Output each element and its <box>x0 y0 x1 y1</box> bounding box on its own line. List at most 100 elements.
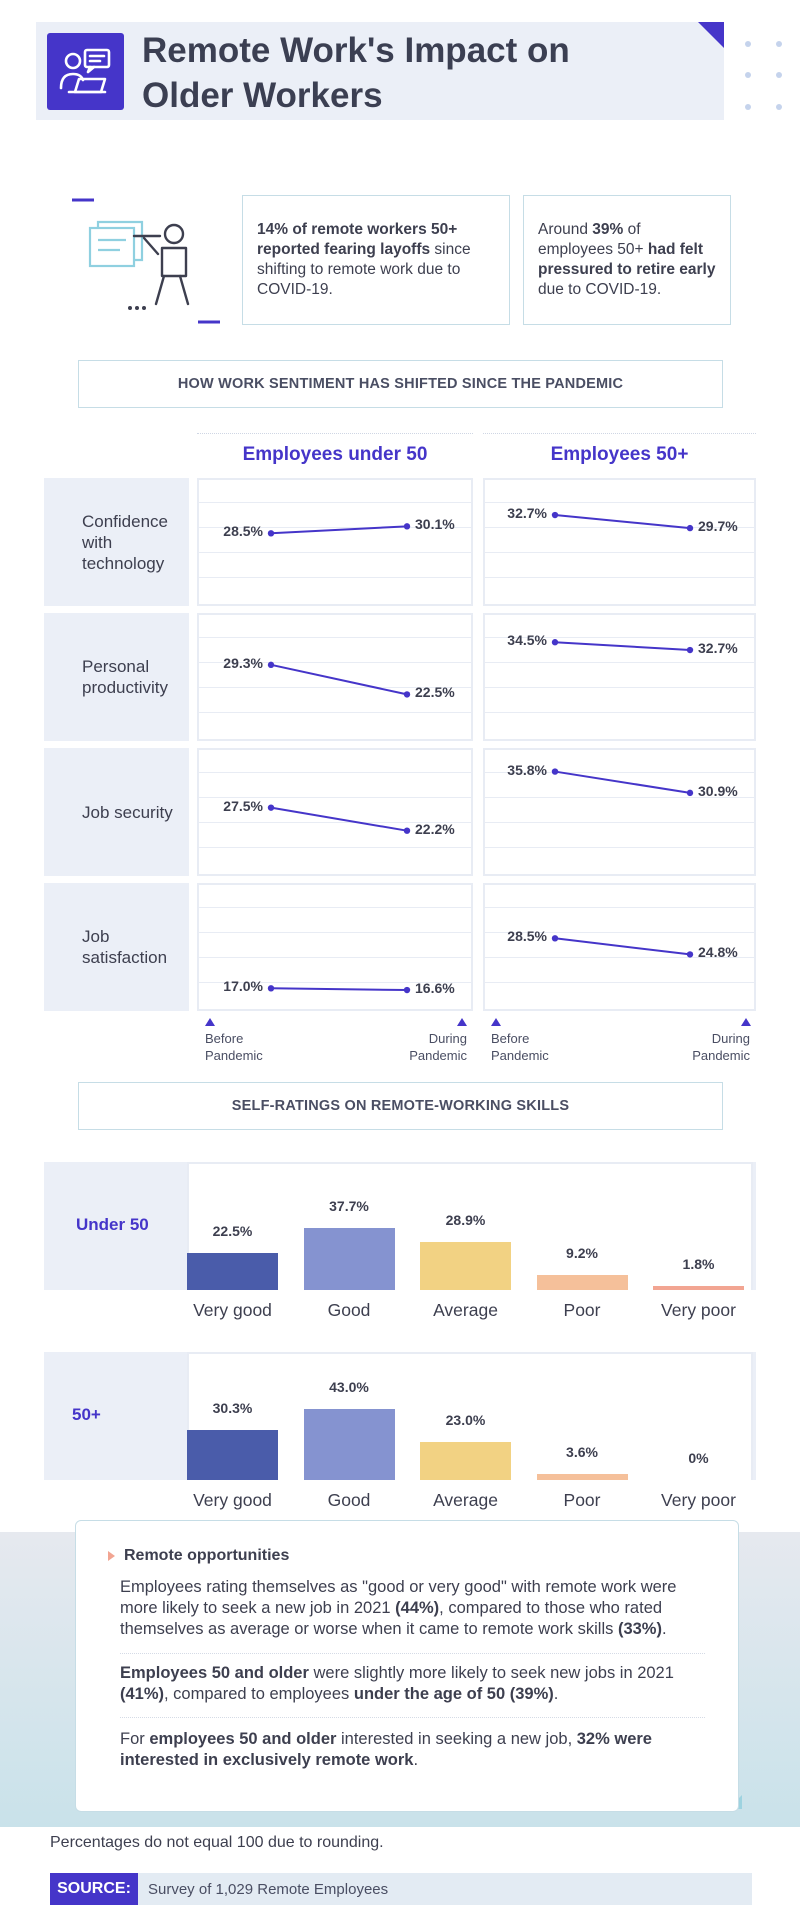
stat-layoffs-bold: 14% of remote workers 50+ reported feari… <box>257 221 458 258</box>
bar-category-label: Poor <box>563 1300 601 1320</box>
trend-line <box>270 663 408 696</box>
callout-paragraph-1: Employees rating themselves as "good or … <box>120 1577 710 1640</box>
bar-value-label: 30.3% <box>212 1400 253 1416</box>
callout-text: interested in seeking a new job, <box>336 1730 577 1748</box>
source-tag: SOURCE: <box>50 1873 138 1905</box>
line-chart-panel: 29.3% 22.5% <box>197 613 473 741</box>
gridline <box>485 552 754 553</box>
callout-paragraph-2: Employees 50 and older were slightly mor… <box>120 1663 710 1705</box>
line-chart-panel: 28.5% 24.8% <box>483 883 756 1011</box>
metric-label: Job security <box>44 748 189 876</box>
bar-value-label: 9.2% <box>566 1244 598 1261</box>
bar-category-label: Very good <box>193 1490 272 1510</box>
trend-line <box>270 806 408 832</box>
data-point <box>686 646 694 654</box>
bar <box>420 1242 511 1290</box>
bar <box>187 1430 278 1480</box>
divider <box>120 1717 705 1718</box>
data-label: 32.7% <box>507 505 547 522</box>
metric-label: Job satisfaction <box>44 883 189 1011</box>
skills-section-title: SELF-RATINGS ON REMOTE-WORKING SKILLS <box>78 1082 723 1130</box>
data-point <box>686 789 694 797</box>
dot-decoration <box>776 41 782 47</box>
dot-decoration <box>745 72 751 78</box>
callout-text: Employees rating themselves as "good or … <box>120 1578 677 1617</box>
callout-bold: Employees 50 and older <box>120 1664 309 1682</box>
bar-category-label: Very poor <box>661 1300 736 1320</box>
gridline <box>199 907 471 908</box>
page-title: Remote Work's Impact on Older Workers <box>142 28 662 118</box>
trend-line <box>270 525 408 535</box>
group-label: Under 50 <box>76 1215 149 1234</box>
data-label: 30.9% <box>698 782 738 799</box>
data-label: 16.6% <box>415 980 455 997</box>
line-chart-panel: 34.5% 32.7% <box>483 613 756 741</box>
gridline <box>199 932 471 933</box>
data-point <box>267 661 275 669</box>
callout-text: , compared to employees <box>164 1685 354 1703</box>
gridline <box>199 847 471 848</box>
metric-label: Confidence with technology <box>44 478 189 606</box>
callout-text: . <box>413 1751 419 1769</box>
line-chart-panel: 27.5% 22.2% <box>197 748 473 876</box>
data-label: 30.1% <box>415 516 455 533</box>
corner-triangle-decoration <box>698 22 724 48</box>
callout-text: For <box>120 1730 150 1748</box>
data-point <box>686 951 694 958</box>
gridline <box>199 822 471 823</box>
bar <box>303 1409 395 1480</box>
trend-line <box>554 770 691 794</box>
data-label: 34.5% <box>507 632 547 649</box>
divider <box>197 433 473 434</box>
data-label: 22.2% <box>415 820 455 837</box>
axis-label-during: During Pandemic <box>409 1031 467 1063</box>
axis-marker-icon <box>741 1018 751 1026</box>
bar <box>420 1442 511 1480</box>
data-label: 17.0% <box>223 978 263 995</box>
axis-label-during: During Pandemic <box>692 1031 750 1063</box>
group-label: 50+ <box>72 1405 101 1424</box>
footnote: Percentages do not equal 100 due to roun… <box>50 1834 384 1851</box>
dot-decoration <box>745 104 751 110</box>
gridline <box>199 772 471 773</box>
data-label: 22.5% <box>415 684 455 701</box>
gridline <box>485 527 754 528</box>
gridline <box>199 687 471 688</box>
line-chart-svg <box>267 523 411 537</box>
gridline <box>485 577 754 578</box>
dot-decoration <box>745 41 751 47</box>
callout-bold: (33%) <box>617 1620 662 1638</box>
bar-value-label: 28.9% <box>445 1212 486 1229</box>
data-label: 29.7% <box>698 518 738 535</box>
bar-value-label: 37.7% <box>329 1197 369 1214</box>
bar-category-label: Average <box>433 1300 498 1320</box>
axis-marker-icon <box>491 1018 501 1026</box>
line-chart-panel: 35.8% 30.9% <box>483 748 756 876</box>
data-point <box>267 985 275 992</box>
line-chart-svg <box>267 804 411 834</box>
trend-line <box>554 514 691 530</box>
bar-value-label: 43.0% <box>329 1379 369 1396</box>
stat-box-retire: Around 39% of employees 50+ had felt pre… <box>523 195 731 325</box>
gridline <box>199 957 471 958</box>
data-label: 24.8% <box>698 944 738 961</box>
metric-label: Personal productivity <box>44 613 189 741</box>
column-title-50-plus: Employees 50+ <box>550 444 689 465</box>
remote-worker-icon <box>47 33 124 110</box>
gridline <box>485 662 754 663</box>
bar <box>536 1474 628 1480</box>
gridline <box>485 687 754 688</box>
stat-retire-text: due to COVID-19. <box>538 281 662 298</box>
data-point <box>267 530 275 537</box>
gridline <box>199 982 471 983</box>
worker-leaving-office-icon <box>68 196 228 326</box>
trend-line <box>270 987 408 992</box>
gridline <box>485 772 754 773</box>
data-label: 35.8% <box>507 761 547 778</box>
axis-marker-icon <box>457 1018 467 1026</box>
bar <box>653 1286 744 1290</box>
axis-label-before: Before Pandemic <box>205 1031 263 1063</box>
data-point <box>686 524 694 532</box>
data-point <box>551 768 559 775</box>
callout-bold: employees 50 and older <box>149 1730 337 1748</box>
